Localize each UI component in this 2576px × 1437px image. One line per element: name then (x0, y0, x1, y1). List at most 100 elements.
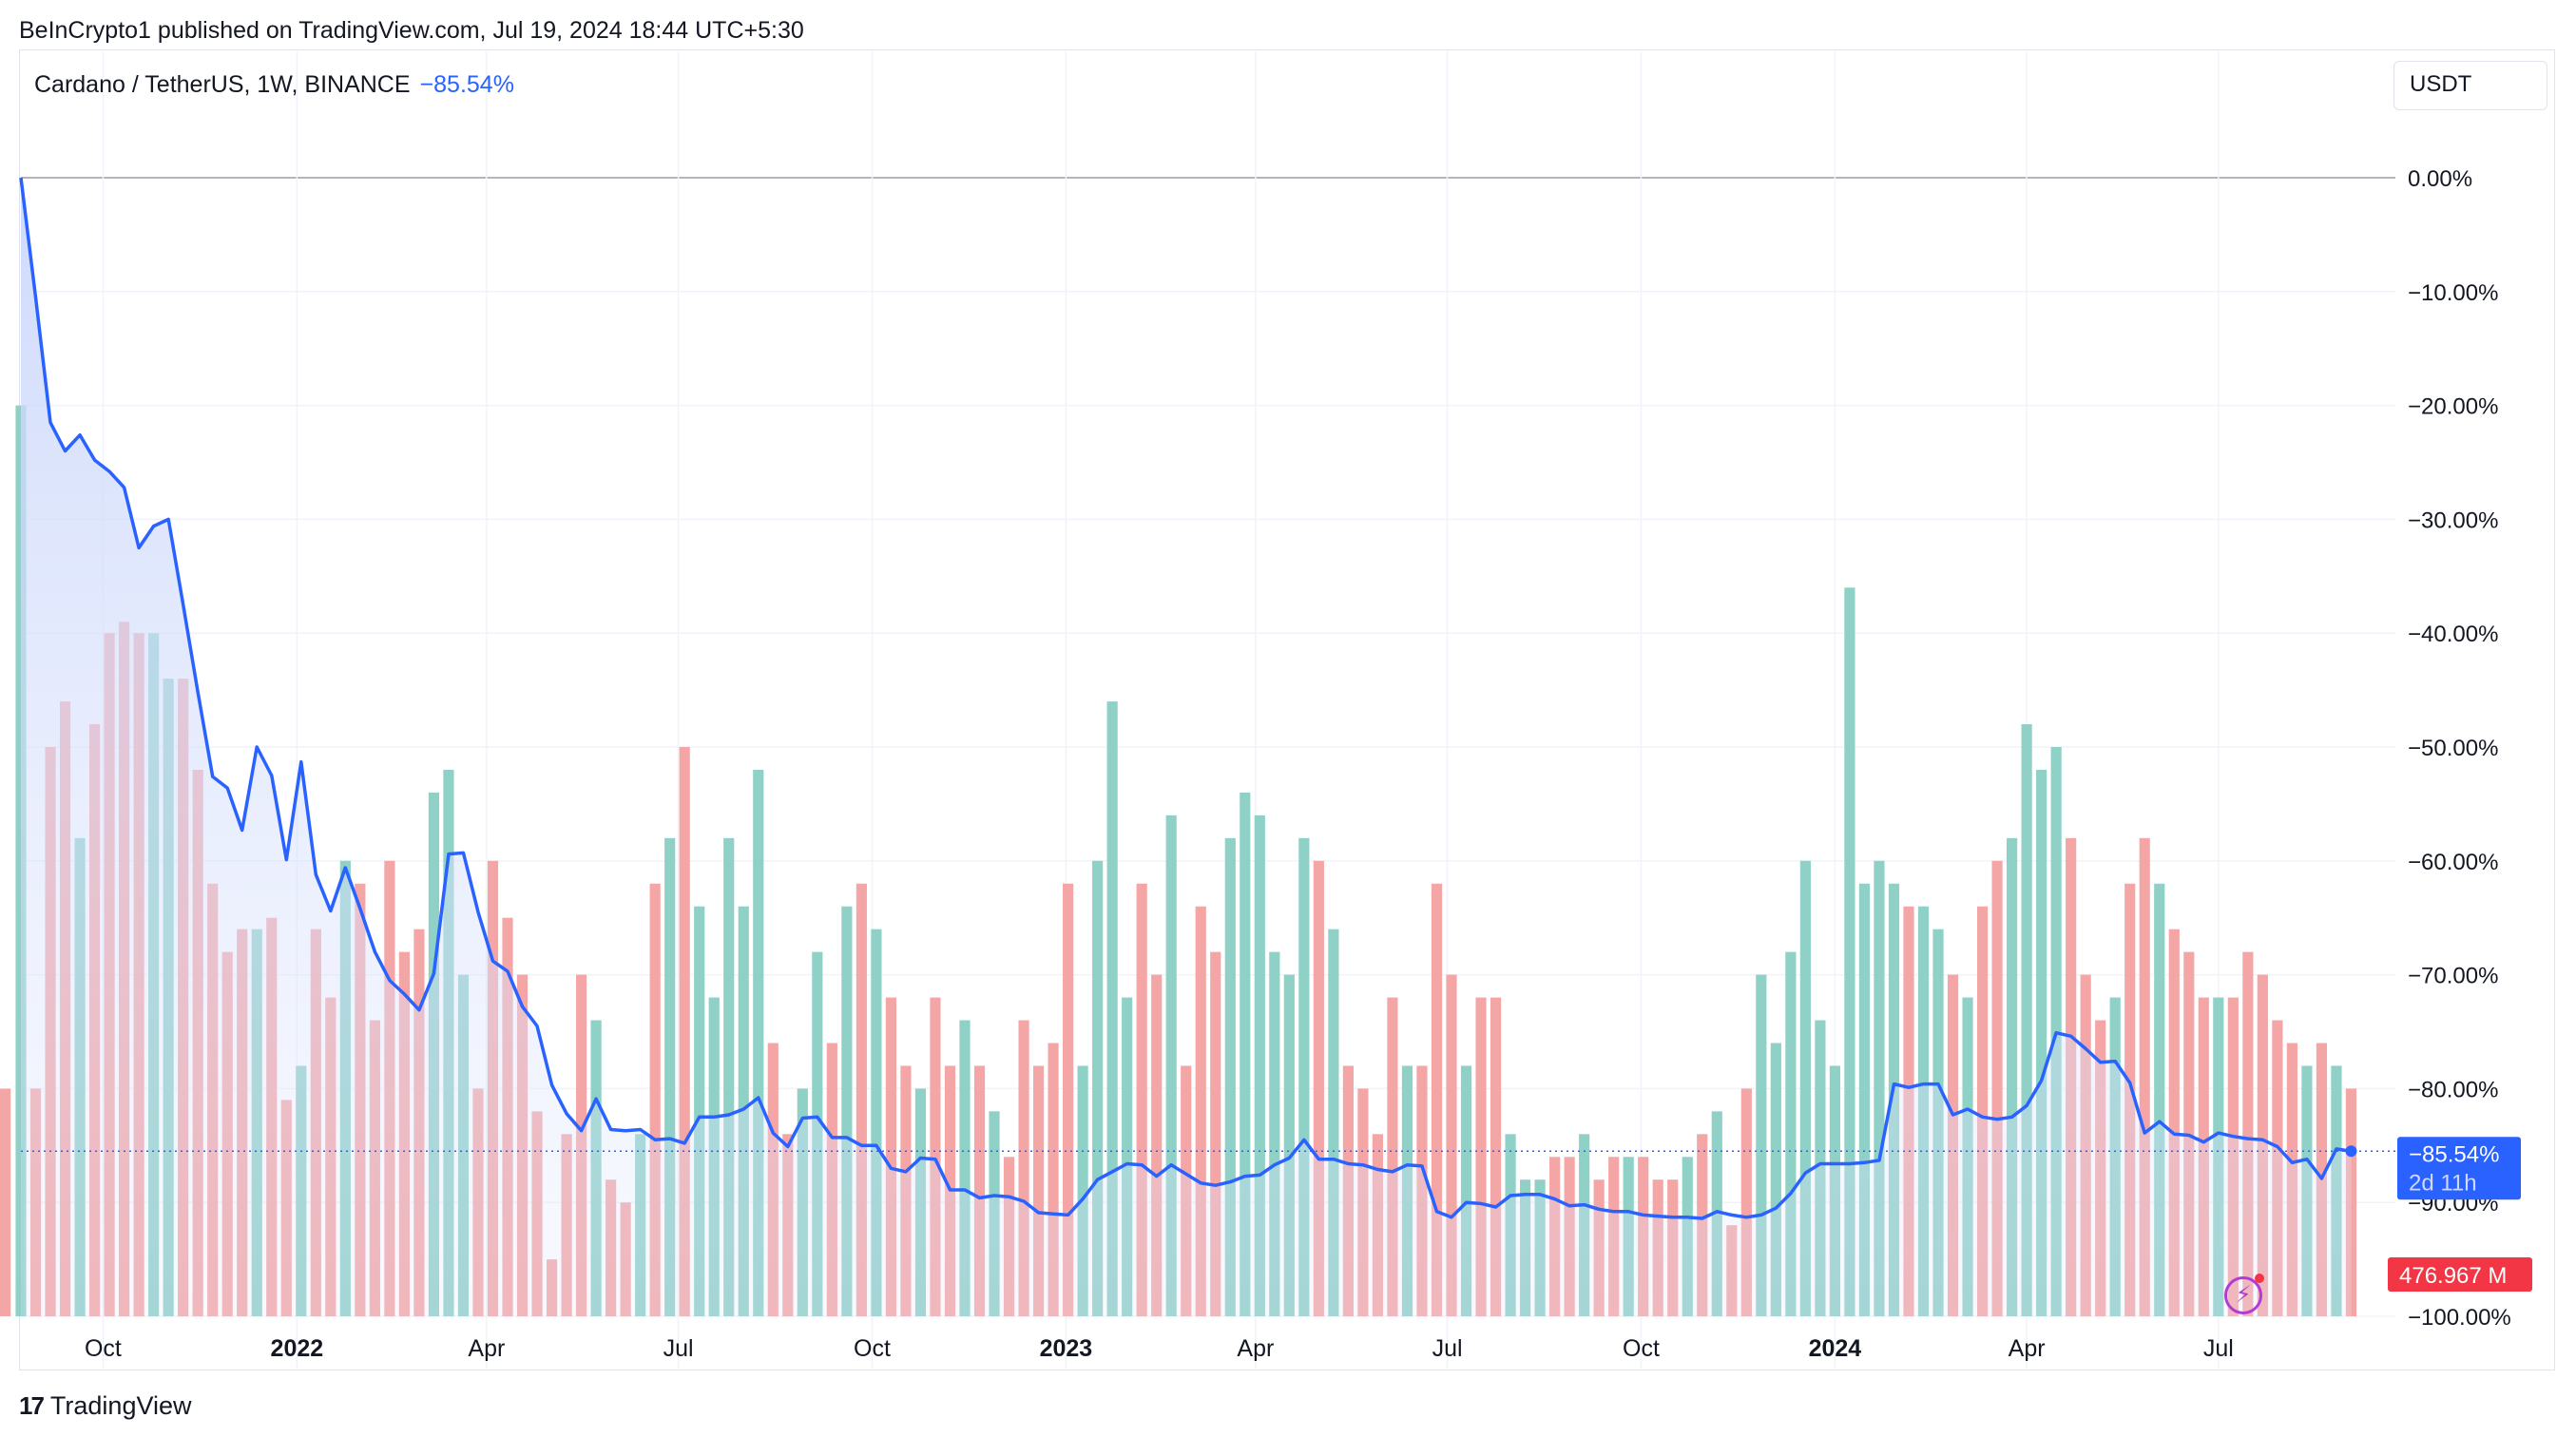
volume-bar (1387, 997, 1398, 1316)
x-tick-label: Oct (85, 1335, 122, 1362)
y-tick-label: −40.00% (2408, 622, 2498, 647)
volume-bar (2007, 837, 2018, 1316)
volume-bar (1874, 860, 1885, 1316)
price-badges: −85.54% 2d 11h 476.967 M (2388, 1137, 2532, 1292)
volume-bar (1283, 974, 1295, 1316)
volume-badge-label: 476.967 M (2399, 1263, 2507, 1289)
volume-bar (1313, 860, 1324, 1316)
volume-bar (694, 906, 705, 1316)
notification-dot (2255, 1274, 2264, 1283)
volume-bar (679, 747, 690, 1316)
volume-bar (871, 929, 882, 1316)
x-tick-label: Oct (854, 1335, 891, 1362)
volume-badge (2388, 1257, 2532, 1292)
price-area (19, 177, 2395, 1316)
volume-bar (1490, 997, 1502, 1316)
y-tick-label: −30.00% (2408, 508, 2498, 533)
y-tick-label: −100.00% (2408, 1305, 2511, 1331)
volume-bar (1328, 929, 1339, 1316)
volume-bar (2154, 883, 2165, 1316)
volume-bar (2168, 929, 2180, 1316)
symbol-name: Cardano / TetherUS, 1W, BINANCE (34, 71, 411, 98)
y-tick-label: 0.00% (2408, 166, 2472, 192)
currency-selector[interactable]: USDT (2393, 61, 2547, 110)
x-tick-label: Oct (1623, 1335, 1660, 1362)
last-value-label: −85.54% (2409, 1141, 2499, 1167)
last-price-dot (2345, 1145, 2357, 1158)
y-axis: 0.00% −10.00% −20.00% −30.00% −40.00% −50.00%… (2408, 166, 2511, 1331)
volume-bar (649, 883, 661, 1316)
volume-bar (1210, 951, 1221, 1316)
volume-bar (1136, 883, 1147, 1316)
x-tick-label: 2023 (1040, 1335, 1093, 1362)
tradingview-brand: TradingView (49, 1391, 192, 1420)
symbol-change: −85.54% (419, 71, 514, 98)
volume-bar (1240, 792, 1251, 1316)
volume-bar (1224, 837, 1236, 1316)
x-tick-label: Apr (1237, 1335, 1274, 1362)
volume-bar (1165, 814, 1177, 1316)
volume-bar (930, 997, 941, 1316)
volume-bar (1431, 883, 1443, 1316)
volume-bar (1756, 974, 1767, 1316)
x-axis: Oct 2022 Apr Jul Oct 2023 Apr Jul Oct 2024 Apr Jul (85, 1335, 2234, 1362)
volume-bar (1063, 883, 1074, 1316)
volume-bar (1475, 997, 1487, 1316)
volume-bar (1446, 974, 1457, 1316)
volume-bar (2036, 769, 2047, 1316)
x-tick-label: Apr (2009, 1335, 2046, 1362)
volume-bar (841, 906, 853, 1316)
volume-bar (1740, 1088, 1752, 1316)
volume-bar (1799, 860, 1811, 1316)
volume-bar (1269, 951, 1280, 1316)
volume-bar (1122, 997, 1133, 1316)
symbol-legend[interactable]: Cardano / TetherUS, 1W, BINANCE −85.54% (34, 71, 514, 99)
volume-bar (959, 1020, 971, 1316)
volume-bar (1092, 860, 1104, 1316)
volume-bar (1460, 1065, 1472, 1316)
x-tick-label: Jul (1432, 1335, 1463, 1362)
y-tick-label: −60.00% (2408, 850, 2498, 875)
y-tick-label: −80.00% (2408, 1077, 2498, 1102)
volume-bar (2021, 724, 2032, 1316)
volume-bar (973, 1065, 986, 1316)
volume-bar (1785, 951, 1797, 1316)
volume-bar (1858, 883, 1871, 1316)
volume-bar (1991, 860, 2003, 1316)
volume-bar (855, 883, 867, 1316)
y-tick-label: −10.00% (2408, 280, 2498, 306)
volume-bar (1976, 906, 1989, 1316)
volume-bar (1298, 837, 1310, 1316)
x-tick-label: Jul (2203, 1335, 2234, 1362)
flash-icon[interactable]: ⚡ (2224, 1276, 2262, 1314)
last-value-countdown: 2d 11h (2409, 1170, 2477, 1196)
volume-bar (1254, 814, 1265, 1316)
volume-bar (1844, 587, 1855, 1316)
last-value-badge (2397, 1137, 2521, 1200)
volume-bar (723, 837, 735, 1316)
tradingview-logo-icon: 17 (19, 1391, 45, 1420)
published-caption: BeInCrypto1 published on TradingView.com… (19, 17, 804, 44)
volume-bar (0, 1088, 11, 1316)
volume-bar (1077, 1065, 1088, 1316)
volume-bar (1106, 701, 1118, 1316)
volume-bar (1151, 974, 1163, 1316)
price-area-fill (21, 178, 2352, 1316)
volume-bar (1195, 906, 1206, 1316)
y-tick-label: −50.00% (2408, 736, 2498, 761)
y-tick-label: −70.00% (2408, 964, 2498, 989)
tradingview-logo[interactable]: 17 TradingView (19, 1391, 192, 1421)
volume-bar (1048, 1043, 1059, 1316)
price-line (19, 177, 2352, 1220)
volume-bar (753, 769, 764, 1316)
volume-bar (2139, 837, 2150, 1316)
volume-bar (1770, 1043, 1781, 1316)
volume-bar (885, 997, 897, 1316)
x-tick-label: 2022 (271, 1335, 324, 1362)
x-tick-label: 2024 (1809, 1335, 1862, 1362)
volume-bar (1032, 1065, 1045, 1316)
volume-bar (2242, 951, 2254, 1316)
volume-bar (1018, 1020, 1029, 1316)
y-tick-label: −20.00% (2408, 394, 2498, 420)
